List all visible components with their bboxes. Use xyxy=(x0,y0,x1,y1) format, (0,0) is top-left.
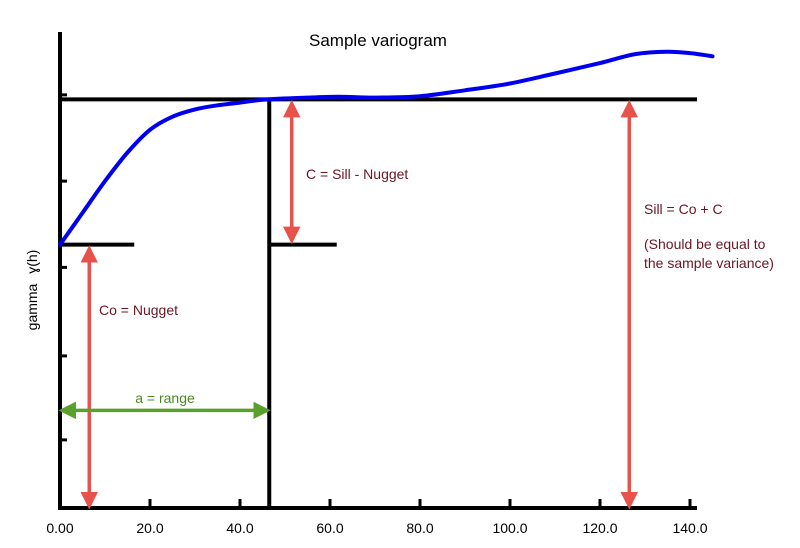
axes xyxy=(58,32,697,510)
svg-text:gamma ɣ(h): gamma ɣ(h) xyxy=(24,250,40,331)
x-tick-label-1: 20.0 xyxy=(136,520,163,536)
range-label: a = range xyxy=(135,390,195,406)
x-tick-label-3: 60.0 xyxy=(316,520,343,536)
sill-note-line2: the sample variance) xyxy=(644,255,774,271)
x-tick-label-4: 80.0 xyxy=(406,520,433,536)
x-tick-label-2: 40.0 xyxy=(226,520,253,536)
sill-note-line1: (Should be equal to xyxy=(644,236,766,252)
y-axis-label-text: gamma xyxy=(24,283,40,330)
y-axis-label-symbol: ɣ(h) xyxy=(24,250,40,274)
chart-title: Sample variogram xyxy=(309,31,447,50)
x-tick-label-6: 120.0 xyxy=(582,520,617,536)
variogram-curve xyxy=(58,49,715,247)
nugget-label: Co = Nugget xyxy=(99,302,178,318)
x-tick-label-7: 140.0 xyxy=(672,520,707,536)
x-tick-label-5: 100.0 xyxy=(492,520,527,536)
c-label: C = Sill - Nugget xyxy=(306,166,408,182)
y-axis-label: gamma ɣ(h) xyxy=(24,250,40,331)
y-axis-ticks xyxy=(60,93,67,442)
sill-label: Sill = Co + C xyxy=(644,201,723,217)
x-axis-ticks: 0.00 20.0 40.0 60.0 80.0 100.0 120.0 140.0 xyxy=(46,499,708,536)
annotation-arrows xyxy=(58,99,638,510)
x-tick-label-0: 0.00 xyxy=(46,520,73,536)
